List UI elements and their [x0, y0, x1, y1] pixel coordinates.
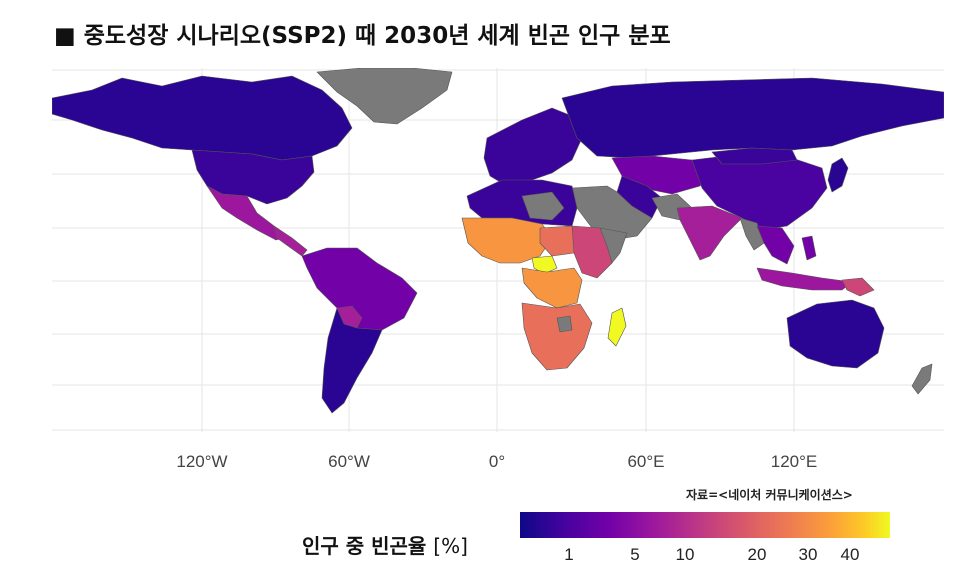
legend-color-bar — [520, 512, 890, 538]
region-middle-east — [571, 185, 653, 241]
region-greenland — [316, 68, 453, 125]
x-axis-label-60w: 60°W — [328, 452, 370, 471]
region-usa — [191, 149, 315, 205]
legend-label-5: 5 — [630, 545, 640, 564]
region-bolivia — [336, 305, 363, 329]
region-europe — [483, 107, 583, 187]
chart-title: ■ 중도성장 시나리오(SSP2) 때 2030년 세계 빈곤 인구 분포 — [54, 23, 671, 49]
region-india — [676, 205, 743, 261]
legend-label-30: 30 — [798, 545, 818, 564]
legend-tick-mark — [807, 538, 809, 544]
region-canada-alaska — [52, 75, 353, 161]
region-west-africa — [461, 217, 553, 264]
region-madagascar — [607, 307, 627, 347]
region-papua-new-guinea — [841, 277, 875, 297]
region-southern-africa-missing — [556, 315, 573, 333]
region-southern-africa — [521, 302, 593, 371]
region-south-america-north — [301, 247, 418, 331]
region-sahara-missing — [521, 191, 565, 221]
x-axis-label-60e: 60°E — [627, 452, 665, 471]
region-japan — [827, 157, 849, 193]
legend-tick-mark — [756, 538, 758, 544]
world-map — [52, 68, 944, 432]
legend-unit: [%] — [433, 534, 468, 558]
world-map-panel — [52, 68, 944, 432]
region-drc — [531, 255, 558, 275]
region-iran — [616, 175, 663, 219]
x-axis-label-120w: 120°W — [176, 452, 228, 471]
region-central-africa — [521, 267, 583, 309]
x-axis-label-0: 0° — [488, 452, 506, 471]
region-russia — [561, 77, 944, 159]
region-indonesia — [756, 267, 853, 291]
region-philippines — [801, 235, 817, 261]
legend-tick-mark — [684, 538, 686, 544]
region-new-zealand — [911, 363, 933, 395]
source-note: 자료=<네이처 커뮤니케이션스> — [686, 488, 853, 502]
region-central-america — [273, 225, 308, 257]
legend-label-20: 20 — [747, 545, 767, 564]
region-mongolia — [711, 147, 798, 165]
region-horn-missing — [599, 227, 628, 264]
region-southeast-asia — [756, 225, 795, 265]
legend-label-40: 40 — [840, 545, 860, 564]
legend-title: 인구 중 빈곤율 [%] — [302, 530, 468, 559]
legend-tick-mark — [849, 538, 851, 544]
legend-tick-mark — [634, 538, 636, 544]
x-axis-label-120e: 120°E — [770, 452, 818, 471]
legend-label-1: 1 — [564, 545, 574, 564]
legend-label-10: 10 — [675, 545, 695, 564]
region-south-america-south — [321, 307, 383, 414]
legend-tick-mark — [568, 538, 570, 544]
legend-title-text: 인구 중 빈곤율 — [302, 534, 427, 558]
region-australia — [786, 299, 885, 369]
